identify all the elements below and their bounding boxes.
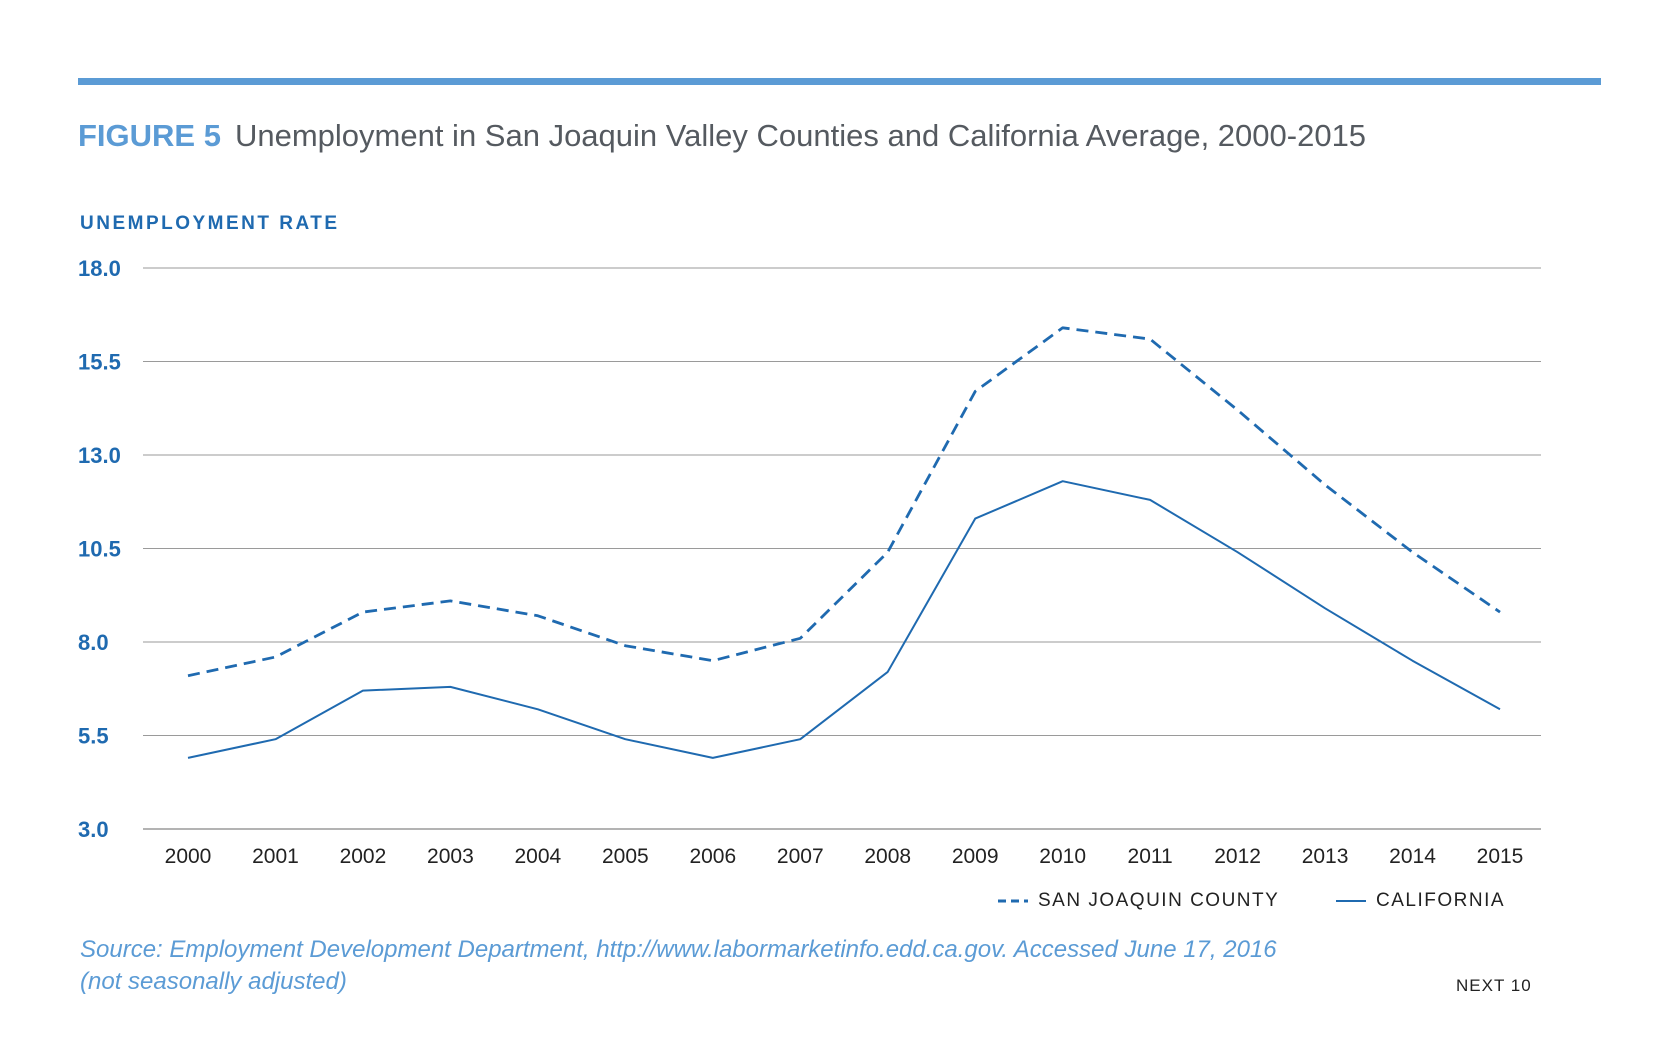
- brand-footer: NEXT 10: [1456, 976, 1532, 995]
- x-tick-label: 2015: [1477, 845, 1524, 868]
- source-line-1: Source: Employment Development Departmen…: [80, 936, 1277, 963]
- x-tick-label: 2010: [1039, 845, 1086, 868]
- x-tick-label: 2007: [777, 845, 824, 868]
- x-tick-label: 2014: [1389, 845, 1436, 868]
- series-line-california: [187, 480, 1501, 759]
- y-tick-label: 15.5: [78, 350, 121, 375]
- legend-item-california: CALIFORNIA: [1336, 890, 1505, 912]
- x-tick-label: 2011: [1128, 845, 1173, 868]
- y-tick-label: 10.5: [78, 537, 121, 562]
- y-axis-title: UNEMPLOYMENT RATE: [80, 213, 340, 234]
- legend-label-california: CALIFORNIA: [1376, 890, 1506, 911]
- y-tick-label: 3.0: [78, 817, 109, 842]
- x-tick-label: 2008: [864, 845, 911, 868]
- top-rule: [78, 78, 1601, 85]
- x-tick-label: 2001: [252, 845, 299, 868]
- solid-line-swatch-icon: [1336, 899, 1366, 902]
- dashed-line-swatch-icon: [998, 899, 1028, 903]
- y-tick-label: 5.5: [78, 724, 109, 749]
- x-tick-label: 2013: [1302, 845, 1349, 868]
- figure-title: FIGURE 5 Unemployment in San Joaquin Vall…: [78, 118, 1366, 154]
- y-tick-label: 8.0: [78, 630, 109, 655]
- x-tick-label: 2000: [165, 845, 212, 868]
- x-tick-label: 2003: [427, 845, 474, 868]
- x-tick-label: 2012: [1214, 845, 1261, 868]
- figure-number: FIGURE 5: [78, 118, 221, 153]
- series-line-san-joaquin: [187, 326, 1501, 678]
- legend-item-san-joaquin: SAN JOAQUIN COUNTY: [998, 890, 1279, 912]
- figure-title-text: Unemployment in San Joaquin Valley Count…: [234, 118, 1367, 153]
- source-line-2: (not seasonally adjusted): [80, 968, 347, 995]
- line-chart: 18.0 15.5 13.0 10.5 8.0 5.5 3.0 2000 2001 2002 200…: [78, 256, 1541, 868]
- x-tick-label: 2006: [689, 845, 736, 868]
- x-tick-label: 2009: [952, 845, 999, 868]
- x-tick-label: 2004: [515, 845, 562, 868]
- source-note: Source: Employment Development Departmen…: [80, 934, 1277, 998]
- y-tick-label: 13.0: [78, 443, 121, 468]
- x-tick-label: 2002: [340, 845, 387, 868]
- x-tick-label: 2005: [602, 845, 649, 868]
- y-tick-label: 18.0: [78, 256, 121, 281]
- legend-label-san-joaquin: SAN JOAQUIN COUNTY: [1038, 890, 1280, 911]
